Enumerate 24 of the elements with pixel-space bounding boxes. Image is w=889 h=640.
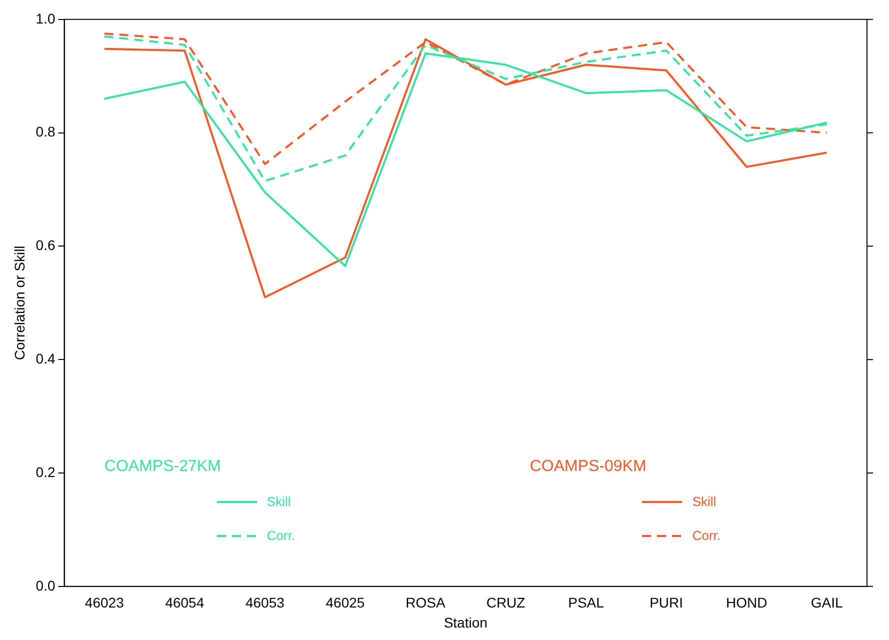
y-tick-label: 0.4	[36, 350, 56, 366]
y-tick-label: 1.0	[36, 10, 56, 26]
x-tick-label: 46053	[245, 594, 285, 611]
x-tick-label: CRUZ	[486, 594, 526, 611]
legend-label: Corr.	[692, 528, 721, 544]
legend-label: Corr.	[266, 528, 296, 544]
y-tick-label: 0.6	[36, 237, 56, 254]
y-tick-label: 0.0	[36, 577, 56, 594]
annotation: COAMPS-27KM	[104, 457, 222, 478]
x-tick-label: PURI	[650, 594, 684, 611]
y-tick-label: 0.8	[36, 124, 56, 140]
x-axis-title: Station	[444, 614, 488, 630]
x-tick-label: PSAL	[568, 594, 604, 611]
x-tick-label: GAIL	[810, 594, 844, 611]
x-tick-label: 46023	[84, 594, 124, 611]
y-axis-title: Correlation or Skill	[11, 246, 28, 360]
x-tick-label: ROSA	[406, 594, 446, 611]
y-tick-label: 0.2	[36, 464, 56, 480]
legend-label: Skill	[266, 494, 291, 510]
x-tick-label: 46054	[165, 594, 204, 611]
legend-label: Skill	[692, 494, 716, 510]
x-tick-label: HOND	[726, 594, 768, 611]
annotation: COAMPS-09KM	[530, 457, 648, 478]
x-tick-label: 46025	[326, 594, 365, 611]
